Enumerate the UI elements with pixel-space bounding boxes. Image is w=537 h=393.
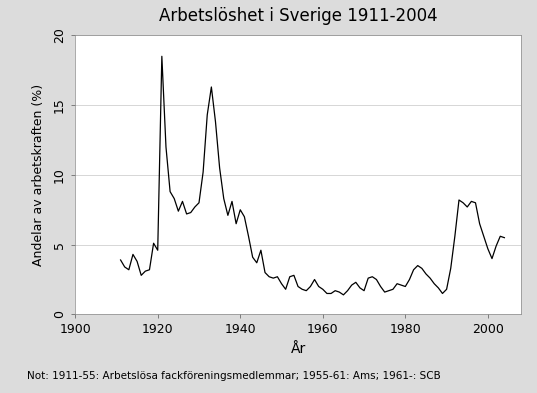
- Text: Not: 1911-55: Arbetslösa fackföreningsmedlemmar; 1955-61: Ams; 1961-: SCB: Not: 1911-55: Arbetslösa fackföreningsme…: [27, 371, 440, 381]
- Y-axis label: Andelar av arbetskraften (%): Andelar av arbetskraften (%): [32, 84, 45, 266]
- X-axis label: År: År: [291, 342, 306, 356]
- Title: Arbetslöshet i Sverige 1911-2004: Arbetslöshet i Sverige 1911-2004: [159, 7, 437, 26]
